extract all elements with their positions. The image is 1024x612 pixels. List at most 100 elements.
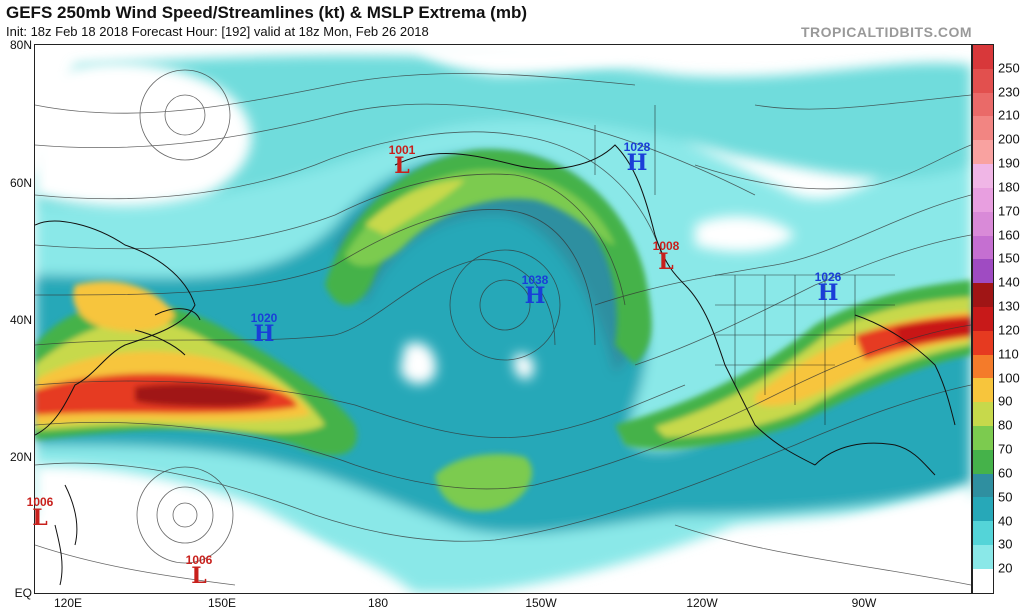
colorbar-segment: [973, 449, 993, 474]
colorbar-segment: [973, 473, 993, 498]
colorbar-tick-label: 230: [998, 84, 1020, 100]
pressure-value: 1006: [185, 553, 213, 567]
colorbar-tick-label: 30: [998, 536, 1013, 552]
system-letter: H: [524, 283, 546, 309]
colorbar-tick-label: 110: [998, 346, 1019, 362]
colorbar-segment: [973, 92, 993, 117]
borders: [594, 105, 895, 425]
pacific-jet-130: [135, 383, 271, 407]
lat-label: EQ: [14, 586, 32, 600]
colorbar-segment: [973, 116, 993, 141]
jet-cores: [35, 149, 971, 512]
colorbar-tick-label: 160: [998, 227, 1020, 243]
lat-label: 60N: [9, 176, 32, 190]
lon-label: 120W: [686, 596, 718, 610]
colorbar-segment: [973, 211, 993, 236]
ridge-jet-90: [365, 180, 465, 235]
chart-title: GEFS 250mb Wind Speed/Streamlines (kt) &…: [6, 3, 527, 22]
colorbar-tick-label: 190: [998, 155, 1020, 171]
pressure-value: 1026: [814, 270, 842, 284]
chart-subtitle: Init: 18z Feb 18 2018 Forecast Hour: [19…: [6, 24, 429, 39]
low-pressure-marker: 1006 L: [185, 553, 213, 589]
colorbar-tick-label: 50: [998, 489, 1013, 505]
colorbar-segment: [973, 330, 993, 355]
colorbar-segment: [973, 235, 993, 260]
brand-watermark: TROPICALTIDBITS.COM: [800, 24, 972, 40]
colorbar-segment: [973, 497, 993, 522]
alaska-coast: [394, 144, 686, 286]
pressure-value: 1038: [521, 273, 549, 287]
central-jet-60: [435, 454, 533, 512]
colorbar-tick-label: 170: [998, 203, 1020, 219]
pressure-value: 1001: [388, 143, 416, 157]
colorbar-segment: [973, 140, 993, 165]
pressure-value: 1020: [250, 311, 278, 325]
system-letter: L: [658, 249, 674, 275]
lon-label: 180: [367, 596, 389, 610]
na-west-coast: [684, 284, 816, 466]
colorbar-tick-label: 250: [998, 60, 1020, 76]
system-letter: H: [626, 150, 648, 176]
colorbar-segment: [973, 306, 993, 331]
colorbar-tick-label: 180: [998, 179, 1020, 195]
low-pressure-marker: 1006 L: [26, 495, 54, 531]
colorbar-tick-label: 150: [998, 250, 1020, 266]
colorbar-tick-label: 90: [998, 393, 1013, 409]
colorbar-tick-label: 60: [998, 465, 1013, 481]
lat-label: 40N: [9, 313, 32, 327]
system-letter: L: [191, 563, 207, 589]
colorbar-segment: [973, 259, 993, 284]
colorbar-tick-label: 210: [998, 107, 1020, 123]
calm-areas: [35, 45, 971, 593]
colorbar-segment: [973, 521, 993, 546]
wind-map: [35, 45, 971, 593]
gulf-coast: [814, 442, 936, 476]
colorbar-segment: [973, 164, 993, 188]
pressure-value: 1008: [652, 239, 680, 253]
pressure-value: 1006: [26, 495, 54, 509]
philippines: [54, 484, 78, 586]
system-letter: H: [817, 280, 839, 306]
high-pressure-marker: 1038 H: [521, 273, 549, 309]
colorbar-tick-label: 40: [998, 513, 1013, 529]
jet-north-band: [35, 55, 971, 207]
lat-label: 20N: [9, 450, 32, 464]
lon-label: 150W: [525, 596, 557, 610]
colorbar-segment: [973, 402, 993, 426]
colorbar-segment: [973, 354, 993, 379]
colorbar-tick-label: 140: [998, 274, 1020, 290]
colorbar-tick-label: 20: [998, 560, 1013, 576]
map-panel: [34, 44, 972, 594]
system-letter: H: [253, 321, 275, 347]
coastlines: [35, 144, 956, 586]
colorbar-tick-label: 70: [998, 441, 1013, 457]
colorbar-tick-label: 120: [998, 322, 1020, 338]
streamlines: [35, 69, 971, 586]
colorbar-tick-label: 100: [998, 370, 1020, 386]
colorbar-segment: [973, 426, 993, 450]
lat-label: 80N: [9, 38, 32, 52]
high-pressure-marker: 1026 H: [814, 270, 842, 306]
pressure-value: 1028: [623, 140, 651, 154]
colorbar-segment: [973, 568, 993, 593]
system-letter: L: [394, 153, 410, 179]
colorbar-segment: [973, 283, 993, 307]
japan-islands: [134, 308, 201, 356]
colorbar-segment: [973, 545, 993, 569]
colorbar-tick-label: 80: [998, 417, 1013, 433]
high-pressure-marker: 1028 H: [623, 140, 651, 176]
low-pressure-marker: 1008 L: [652, 239, 680, 275]
colorbar: [972, 44, 994, 594]
colorbar-segment: [973, 68, 993, 93]
system-letter: L: [32, 505, 48, 531]
lon-label: 120E: [53, 596, 83, 610]
colorbar-segment: [973, 45, 993, 69]
asia-coast: [35, 220, 196, 436]
colorbar-segment: [973, 187, 993, 212]
colorbar-segment: [973, 378, 993, 403]
us-jet-130: [895, 319, 971, 345]
lon-label: 150E: [207, 596, 237, 610]
colorbar-tick-label: 130: [998, 298, 1020, 314]
high-pressure-marker: 1020 H: [250, 311, 278, 347]
lon-label: 90W: [851, 596, 877, 610]
